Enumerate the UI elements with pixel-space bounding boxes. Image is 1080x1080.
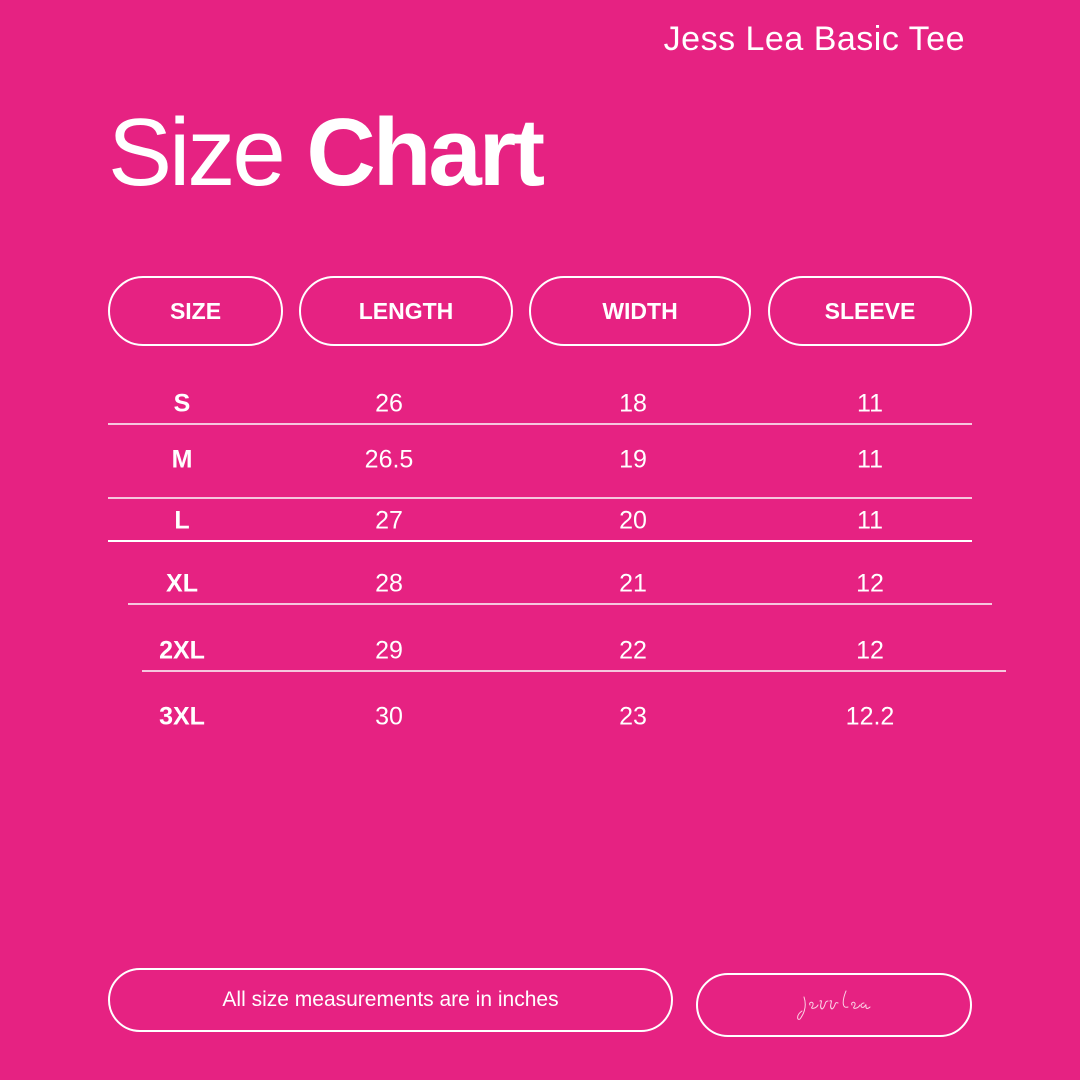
brand-name: Jess Lea Basic Tee xyxy=(663,20,965,58)
header-size: SIZE xyxy=(108,276,283,346)
cell-sleeve: 12 xyxy=(856,636,884,665)
cell-sleeve: 11 xyxy=(857,389,883,418)
cell-width: 21 xyxy=(619,569,647,598)
measurement-note: All size measurements are in inches xyxy=(108,968,673,1032)
title-light: Size xyxy=(108,99,286,206)
cell-length: 29 xyxy=(375,636,403,665)
cell-width: 20 xyxy=(619,506,647,535)
row-divider xyxy=(108,540,972,542)
cell-length: 26 xyxy=(375,389,403,418)
cell-size: M xyxy=(171,445,193,474)
cell-width: 19 xyxy=(619,445,647,474)
row-divider xyxy=(142,670,1006,672)
cell-width: 18 xyxy=(619,389,647,418)
cell-size: L xyxy=(174,506,190,535)
cell-size: S xyxy=(173,389,191,418)
header-width: WIDTH xyxy=(529,276,751,346)
cell-length: 28 xyxy=(375,569,403,598)
cell-size: 3XL xyxy=(159,702,205,731)
signature-logo xyxy=(696,973,972,1037)
header-sleeve: SLEEVE xyxy=(768,276,972,346)
cell-length: 30 xyxy=(375,702,403,731)
cell-size: XL xyxy=(166,569,198,598)
cell-sleeve: 11 xyxy=(857,506,883,535)
cell-size: 2XL xyxy=(159,636,205,665)
signature-icon xyxy=(797,990,871,1020)
row-divider xyxy=(108,423,972,425)
row-divider xyxy=(108,497,972,499)
row-divider xyxy=(128,603,992,605)
page-title: Size Chart xyxy=(108,99,545,206)
cell-sleeve: 12 xyxy=(856,569,884,598)
header-length: LENGTH xyxy=(299,276,513,346)
title-bold: Chart xyxy=(306,99,545,206)
cell-sleeve: 12.2 xyxy=(845,702,895,731)
cell-width: 22 xyxy=(619,636,647,665)
cell-length: 27 xyxy=(375,506,403,535)
cell-sleeve: 11 xyxy=(857,445,883,474)
cell-length: 26.5 xyxy=(364,445,414,474)
cell-width: 23 xyxy=(619,702,647,731)
